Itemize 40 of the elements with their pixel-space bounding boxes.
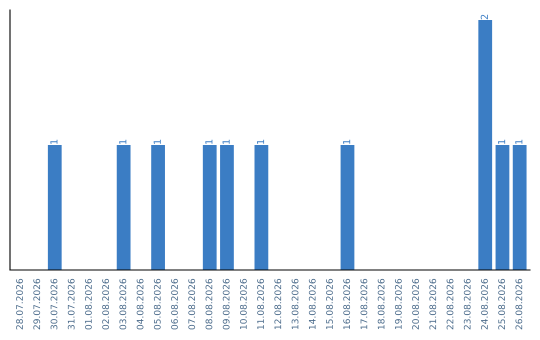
x-tick-label: 01.08.2026	[84, 278, 92, 330]
data-label: 1	[343, 140, 350, 144]
x-tick-label: 20.08.2026	[412, 278, 419, 330]
x-tick-label: 19.08.2026	[394, 278, 402, 330]
x-tick-label: 07.08.2026	[188, 278, 196, 330]
data-label: 1	[515, 140, 522, 144]
x-tick-label: 22.08.2026	[446, 278, 454, 330]
x-tick-label: 28.07.2026	[16, 278, 23, 330]
x-tick-label: 21.08.2026	[429, 278, 436, 330]
x-tick-label: 23.08.2026	[464, 278, 471, 330]
x-tick-label: 30.07.2026	[50, 278, 58, 330]
x-tick-label: 31.07.2026	[68, 278, 75, 330]
x-tick-label: 25.08.2026	[498, 278, 506, 330]
data-label: 1	[154, 140, 161, 144]
x-tick-label: 14.08.2026	[308, 278, 316, 330]
x-tick-label: 13.08.2026	[292, 278, 298, 330]
x-tick-label: 10.08.2026	[240, 278, 247, 330]
x-tick-label: 26.08.2026	[515, 278, 522, 330]
x-tick-label: 04.08.2026	[136, 278, 144, 330]
data-label: 1	[205, 140, 212, 144]
data-label: 1	[222, 140, 230, 144]
x-tick-label: 02.08.2026	[102, 278, 110, 330]
x-tick-label: 12.08.2026	[274, 278, 282, 330]
x-tick-label: 11.08.2026	[257, 278, 264, 330]
x-tick-label: 16.08.2026	[343, 278, 350, 330]
data-label: 1	[119, 140, 126, 144]
data-label: 1	[256, 140, 264, 144]
x-tick-label: 15.08.2026	[326, 278, 333, 330]
x-tick-label: 03.08.2026	[119, 278, 126, 330]
data-label: 1	[50, 140, 58, 144]
data-label: 2	[480, 14, 488, 20]
x-tick-label: 08.08.2026	[206, 278, 212, 330]
x-tick-label: 24.08.2026	[481, 278, 488, 330]
x-tick-label: 29.07.2026	[33, 278, 40, 330]
x-tick-label: 09.08.2026	[222, 278, 230, 330]
x-tick-label: 05.08.2026	[154, 278, 161, 330]
x-tick-label: 17.08.2026	[360, 278, 368, 330]
data-label: 1	[498, 140, 506, 144]
x-tick-label: 18.08.2026	[378, 278, 385, 330]
x-tick-label: 06.08.2026	[171, 278, 178, 330]
